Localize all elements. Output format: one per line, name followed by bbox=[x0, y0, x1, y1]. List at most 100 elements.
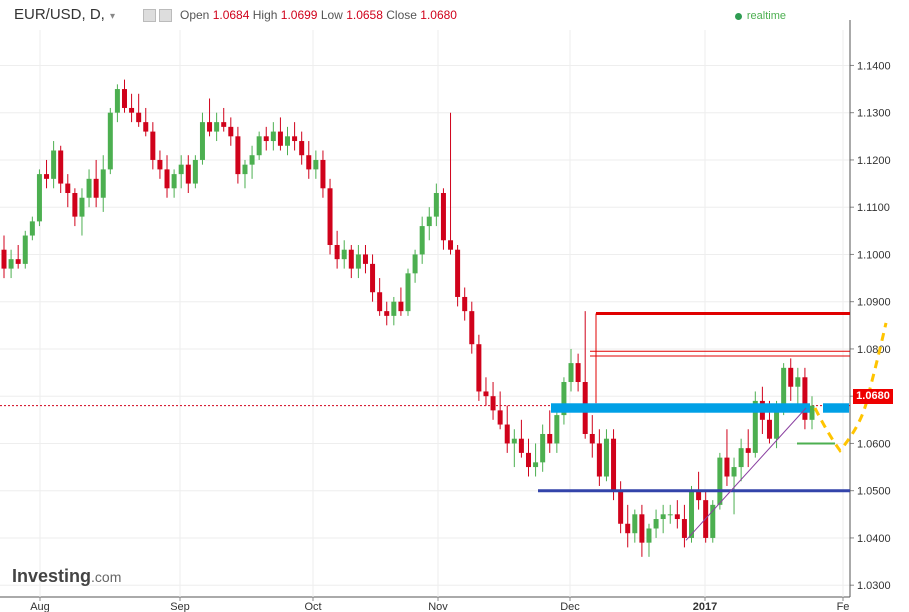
candle-body bbox=[285, 136, 291, 146]
candle-body bbox=[341, 249, 347, 260]
current-price-tag: 1.0680 bbox=[853, 389, 893, 404]
candle-body bbox=[433, 193, 439, 217]
y-tick-label: 1.0800 bbox=[857, 344, 891, 356]
candle-body bbox=[575, 363, 581, 383]
candle-body bbox=[646, 528, 652, 543]
candle-body bbox=[178, 164, 184, 175]
candle-body bbox=[207, 122, 213, 132]
candle-body bbox=[171, 174, 177, 189]
candle-body bbox=[370, 263, 376, 293]
candle-body bbox=[469, 311, 475, 345]
candle-body bbox=[681, 519, 687, 538]
y-tick-label: 1.0500 bbox=[857, 486, 891, 498]
y-tick-label: 1.1000 bbox=[857, 249, 891, 261]
candle-body bbox=[334, 244, 340, 260]
open-label: Open bbox=[180, 8, 210, 22]
candle-body bbox=[44, 174, 50, 179]
candle-body bbox=[164, 169, 170, 189]
candle-body bbox=[65, 183, 71, 194]
candle-body bbox=[696, 490, 702, 501]
candle-body bbox=[199, 122, 205, 160]
candle-body bbox=[518, 438, 524, 453]
y-tick-label: 1.1300 bbox=[857, 108, 891, 120]
candle-body bbox=[270, 131, 276, 142]
candle-body bbox=[731, 467, 737, 477]
symbol-label[interactable]: EUR/USD, D, bbox=[14, 6, 105, 23]
candle-body bbox=[313, 159, 319, 170]
candle-body bbox=[440, 193, 446, 241]
chevron-down-icon[interactable]: ▾ bbox=[110, 11, 116, 22]
candle-body bbox=[72, 193, 78, 217]
y-tick-label: 1.0400 bbox=[857, 533, 891, 545]
candle-body bbox=[766, 419, 772, 439]
open-value: 1.0684 bbox=[212, 8, 250, 22]
realtime-indicator: realtime bbox=[734, 10, 786, 22]
settings-icon[interactable] bbox=[143, 9, 156, 22]
candle-body bbox=[625, 523, 631, 534]
x-tick-label: 2017 bbox=[693, 601, 717, 612]
candle-body bbox=[455, 249, 461, 297]
y-tick-label: 1.1400 bbox=[857, 60, 891, 72]
candle-body bbox=[674, 514, 680, 520]
candle-body bbox=[596, 443, 602, 477]
candle-body bbox=[554, 415, 560, 444]
x-tick-label: Sep bbox=[170, 601, 190, 612]
candle-body bbox=[802, 377, 808, 420]
candle-body bbox=[114, 89, 120, 113]
candle-body bbox=[93, 178, 99, 198]
chart-header: EUR/USD, D, ▾ Open 1.0684 High 1.0699 Lo… bbox=[0, 0, 850, 34]
candle-body bbox=[639, 514, 645, 543]
candle-body bbox=[405, 273, 411, 312]
candle-body bbox=[185, 164, 191, 184]
candle-body bbox=[320, 159, 326, 189]
candle-body bbox=[689, 490, 695, 538]
candle-body bbox=[58, 150, 64, 184]
candle-body bbox=[745, 448, 751, 453]
candle-body bbox=[561, 382, 567, 416]
candle-body bbox=[107, 112, 113, 170]
candle-body bbox=[143, 122, 149, 132]
close-label: Close bbox=[386, 8, 417, 22]
supply-zone-right bbox=[823, 403, 849, 413]
candle-body bbox=[660, 514, 666, 520]
candle-body bbox=[79, 197, 85, 217]
candle-body bbox=[419, 226, 425, 255]
candle-body bbox=[129, 107, 135, 113]
candle-body bbox=[377, 292, 383, 312]
high-value: 1.0699 bbox=[280, 8, 318, 22]
gear-icon[interactable] bbox=[159, 9, 172, 22]
candle-body bbox=[214, 122, 220, 132]
logo-brand: Investing bbox=[12, 566, 92, 586]
candle-body bbox=[738, 448, 744, 468]
projection-path bbox=[813, 322, 888, 453]
trend-line bbox=[685, 407, 807, 541]
candle-body bbox=[462, 296, 468, 312]
candle-body bbox=[795, 377, 801, 387]
x-tick-label: Dec bbox=[560, 601, 580, 612]
candle-body bbox=[398, 301, 404, 312]
candle-body bbox=[150, 131, 156, 160]
low-value: 1.0658 bbox=[346, 8, 383, 22]
candle-body bbox=[603, 438, 609, 477]
y-tick-label: 1.0900 bbox=[857, 297, 891, 309]
candle-body bbox=[86, 178, 92, 198]
candle-body bbox=[809, 405, 815, 420]
candle-body bbox=[476, 344, 482, 392]
candle-body bbox=[1, 249, 7, 269]
candle-body bbox=[426, 216, 432, 227]
candle-body bbox=[100, 169, 106, 198]
x-tick-label: Oct bbox=[304, 601, 321, 612]
y-tick-label: 1.0300 bbox=[857, 580, 891, 592]
candle-body bbox=[249, 155, 255, 165]
candle-body bbox=[611, 438, 617, 491]
investing-logo: Investing.com bbox=[12, 566, 121, 587]
candle-body bbox=[667, 514, 673, 516]
candle-body bbox=[568, 363, 574, 383]
candle-body bbox=[299, 141, 305, 156]
status-dot-icon bbox=[734, 12, 742, 20]
candle-body bbox=[51, 150, 57, 179]
candle-body bbox=[781, 367, 787, 406]
candle-body bbox=[362, 254, 368, 264]
close-value: 1.0680 bbox=[420, 8, 457, 22]
